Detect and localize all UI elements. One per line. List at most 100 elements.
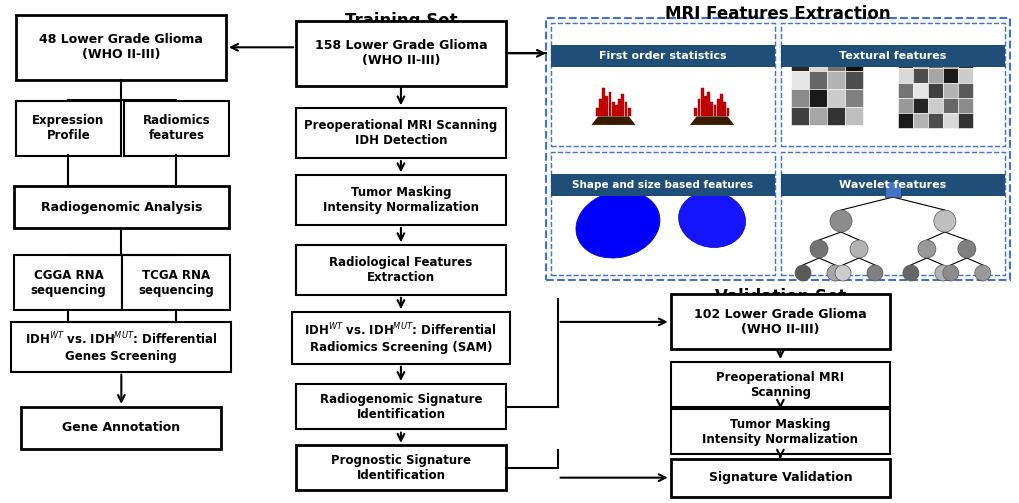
Bar	[296, 21, 505, 86]
Bar	[790, 107, 808, 125]
Bar	[844, 71, 862, 89]
Text: Radiological Features
Extraction: Radiological Features Extraction	[329, 256, 472, 284]
Text: Training Set: Training Set	[344, 13, 457, 30]
Bar	[694, 108, 697, 116]
Bar	[14, 256, 122, 310]
Bar	[703, 97, 706, 116]
Bar	[296, 108, 505, 158]
Bar	[123, 101, 228, 155]
Bar	[296, 175, 505, 225]
Bar	[624, 102, 627, 116]
Bar	[942, 83, 957, 98]
Text: Shape and size based features: Shape and size based features	[572, 180, 753, 190]
Text: CGGA RNA
sequencing: CGGA RNA sequencing	[31, 269, 106, 297]
Text: Radiogenomic Analysis: Radiogenomic Analysis	[41, 201, 202, 214]
Bar	[942, 98, 957, 113]
Bar	[550, 174, 774, 196]
Text: Validation Set: Validation Set	[714, 288, 845, 306]
Bar	[601, 88, 604, 116]
Text: 48 Lower Grade Glioma
(WHO II-III): 48 Lower Grade Glioma (WHO II-III)	[40, 33, 203, 61]
Bar	[942, 113, 957, 128]
Bar	[605, 97, 607, 116]
Bar	[719, 94, 722, 116]
Bar	[296, 245, 505, 295]
Bar	[826, 107, 844, 125]
Bar	[897, 83, 912, 98]
Text: Radiomics
features: Radiomics features	[143, 114, 210, 142]
Bar	[598, 99, 601, 116]
Bar	[826, 53, 844, 71]
Bar	[844, 89, 862, 107]
Text: TCGA RNA
sequencing: TCGA RNA sequencing	[139, 269, 214, 297]
Bar	[790, 53, 808, 71]
Circle shape	[934, 265, 950, 281]
Bar	[912, 83, 927, 98]
Text: Tumor Masking
Intensity Normalization: Tumor Masking Intensity Normalization	[323, 186, 479, 214]
Bar	[611, 102, 614, 116]
Bar	[669, 409, 890, 454]
Text: Radiogenomic Signature
Identification: Radiogenomic Signature Identification	[319, 393, 482, 421]
Bar	[957, 83, 972, 98]
Bar	[669, 459, 890, 496]
Bar	[808, 71, 826, 89]
Bar	[957, 98, 972, 113]
Ellipse shape	[576, 191, 659, 258]
Bar	[550, 23, 774, 146]
Bar	[808, 89, 826, 107]
Text: Preoperational MRI
Scanning: Preoperational MRI Scanning	[715, 371, 844, 399]
Circle shape	[794, 265, 810, 281]
Bar	[726, 108, 729, 116]
Text: 102 Lower Grade Glioma
(WHO II-III): 102 Lower Grade Glioma (WHO II-III)	[693, 308, 866, 336]
Text: Textural features: Textural features	[839, 51, 946, 61]
Bar	[808, 53, 826, 71]
Bar	[942, 53, 957, 68]
Bar	[912, 53, 927, 68]
Bar	[545, 18, 1009, 280]
Bar	[11, 322, 231, 372]
Bar	[628, 108, 630, 116]
Bar	[781, 45, 1004, 67]
Circle shape	[933, 210, 955, 232]
Bar	[927, 83, 942, 98]
Bar	[790, 89, 808, 107]
Bar	[14, 186, 228, 228]
Text: Wavelet features: Wavelet features	[839, 180, 946, 190]
Bar	[927, 53, 942, 68]
Text: IDH$^{WT}$ vs. IDH$^{MUT}$: Differential
Genes Screening: IDH$^{WT}$ vs. IDH$^{MUT}$: Differential…	[24, 331, 218, 363]
Bar	[621, 94, 624, 116]
Bar	[16, 101, 120, 155]
Bar	[296, 384, 505, 429]
Text: IDH$^{WT}$ vs. IDH$^{MUT}$: Differential
Radiomics Screening (SAM): IDH$^{WT}$ vs. IDH$^{MUT}$: Differential…	[304, 322, 497, 354]
Bar	[697, 99, 700, 116]
Bar	[700, 88, 703, 116]
Bar	[790, 71, 808, 89]
Bar	[897, 113, 912, 128]
Circle shape	[835, 265, 850, 281]
Bar	[897, 53, 912, 68]
Bar	[614, 105, 618, 116]
Circle shape	[826, 265, 842, 281]
Bar	[781, 23, 1004, 146]
Bar	[21, 407, 221, 449]
Bar	[781, 152, 1004, 275]
Text: Prognostic Signature
Identification: Prognostic Signature Identification	[330, 454, 471, 482]
Bar	[291, 312, 510, 364]
Circle shape	[942, 265, 958, 281]
Bar	[897, 68, 912, 83]
Bar	[781, 174, 1004, 196]
Bar	[16, 15, 226, 80]
Bar	[912, 98, 927, 113]
Bar	[844, 107, 862, 125]
Bar	[608, 92, 610, 116]
Text: Expression
Profile: Expression Profile	[33, 114, 104, 142]
Bar	[927, 98, 942, 113]
Bar	[957, 113, 972, 128]
Text: 158 Lower Grade Glioma
(WHO II-III): 158 Lower Grade Glioma (WHO II-III)	[314, 39, 487, 67]
Bar	[942, 68, 957, 83]
Circle shape	[957, 240, 975, 258]
Circle shape	[974, 265, 989, 281]
Bar	[808, 107, 826, 125]
Text: Tumor Masking
Intensity Normalization: Tumor Masking Intensity Normalization	[702, 417, 858, 446]
Bar	[550, 152, 774, 275]
Bar	[296, 445, 505, 490]
